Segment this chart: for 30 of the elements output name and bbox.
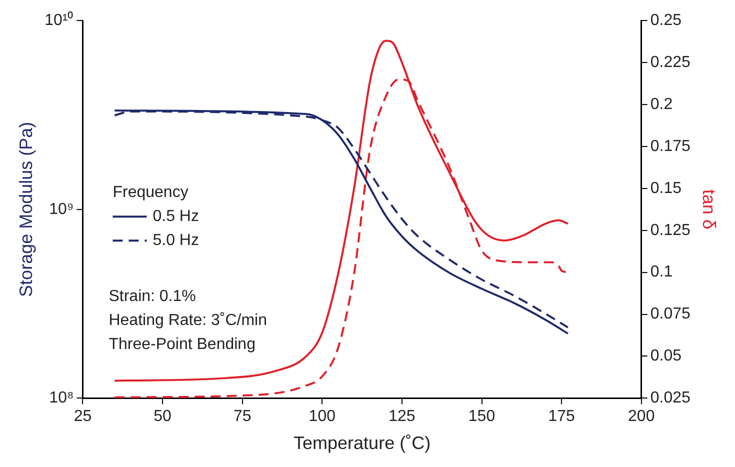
annotation: Three-Point Bending (108, 336, 256, 354)
y-tick-label: 10⁹ (49, 200, 74, 218)
legend-label: 5.0 Hz (152, 232, 199, 250)
y2-axis-title: tan δ (699, 189, 720, 230)
x-tick-label: 175 (548, 408, 575, 426)
annotation: Strain: 0.1% (108, 288, 196, 306)
y2-tick-label: 0.1 (650, 264, 673, 281)
y-tick-label: 10¹⁰ (44, 11, 74, 30)
x-tick-label: 25 (74, 408, 92, 426)
x-axis-title: Temperature (˚C) (294, 433, 431, 454)
legend-title: Frequency (112, 184, 188, 202)
y2-tick-label: 0.225 (650, 54, 690, 71)
y2-tick-label: 0.2 (650, 96, 673, 113)
y2-tick-label: 0.05 (650, 348, 682, 365)
x-tick-label: 125 (388, 408, 416, 426)
annotation: Heating Rate: 3˚C/min (108, 312, 268, 330)
x-tick-label: 200 (628, 408, 655, 426)
y2-tick-label: 0.25 (650, 12, 682, 30)
y2-tick-label: 0.175 (650, 138, 690, 155)
legend-label: 0.5 Hz (152, 208, 199, 226)
y-axis-title: Storage Modulus (Pa) (16, 122, 36, 297)
x-tick-label: 50 (154, 408, 172, 426)
x-tick-label: 100 (308, 408, 336, 426)
y2-tick-label: 0.025 (650, 390, 690, 407)
y2-tick-label: 0.125 (650, 222, 690, 239)
y2-tick-label: 0.075 (650, 306, 690, 323)
x-tick-label: 150 (468, 408, 496, 426)
x-tick-label: 75 (233, 408, 252, 426)
y-tick-label: 10⁸ (49, 390, 74, 407)
y2-tick-label: 0.15 (650, 180, 682, 197)
